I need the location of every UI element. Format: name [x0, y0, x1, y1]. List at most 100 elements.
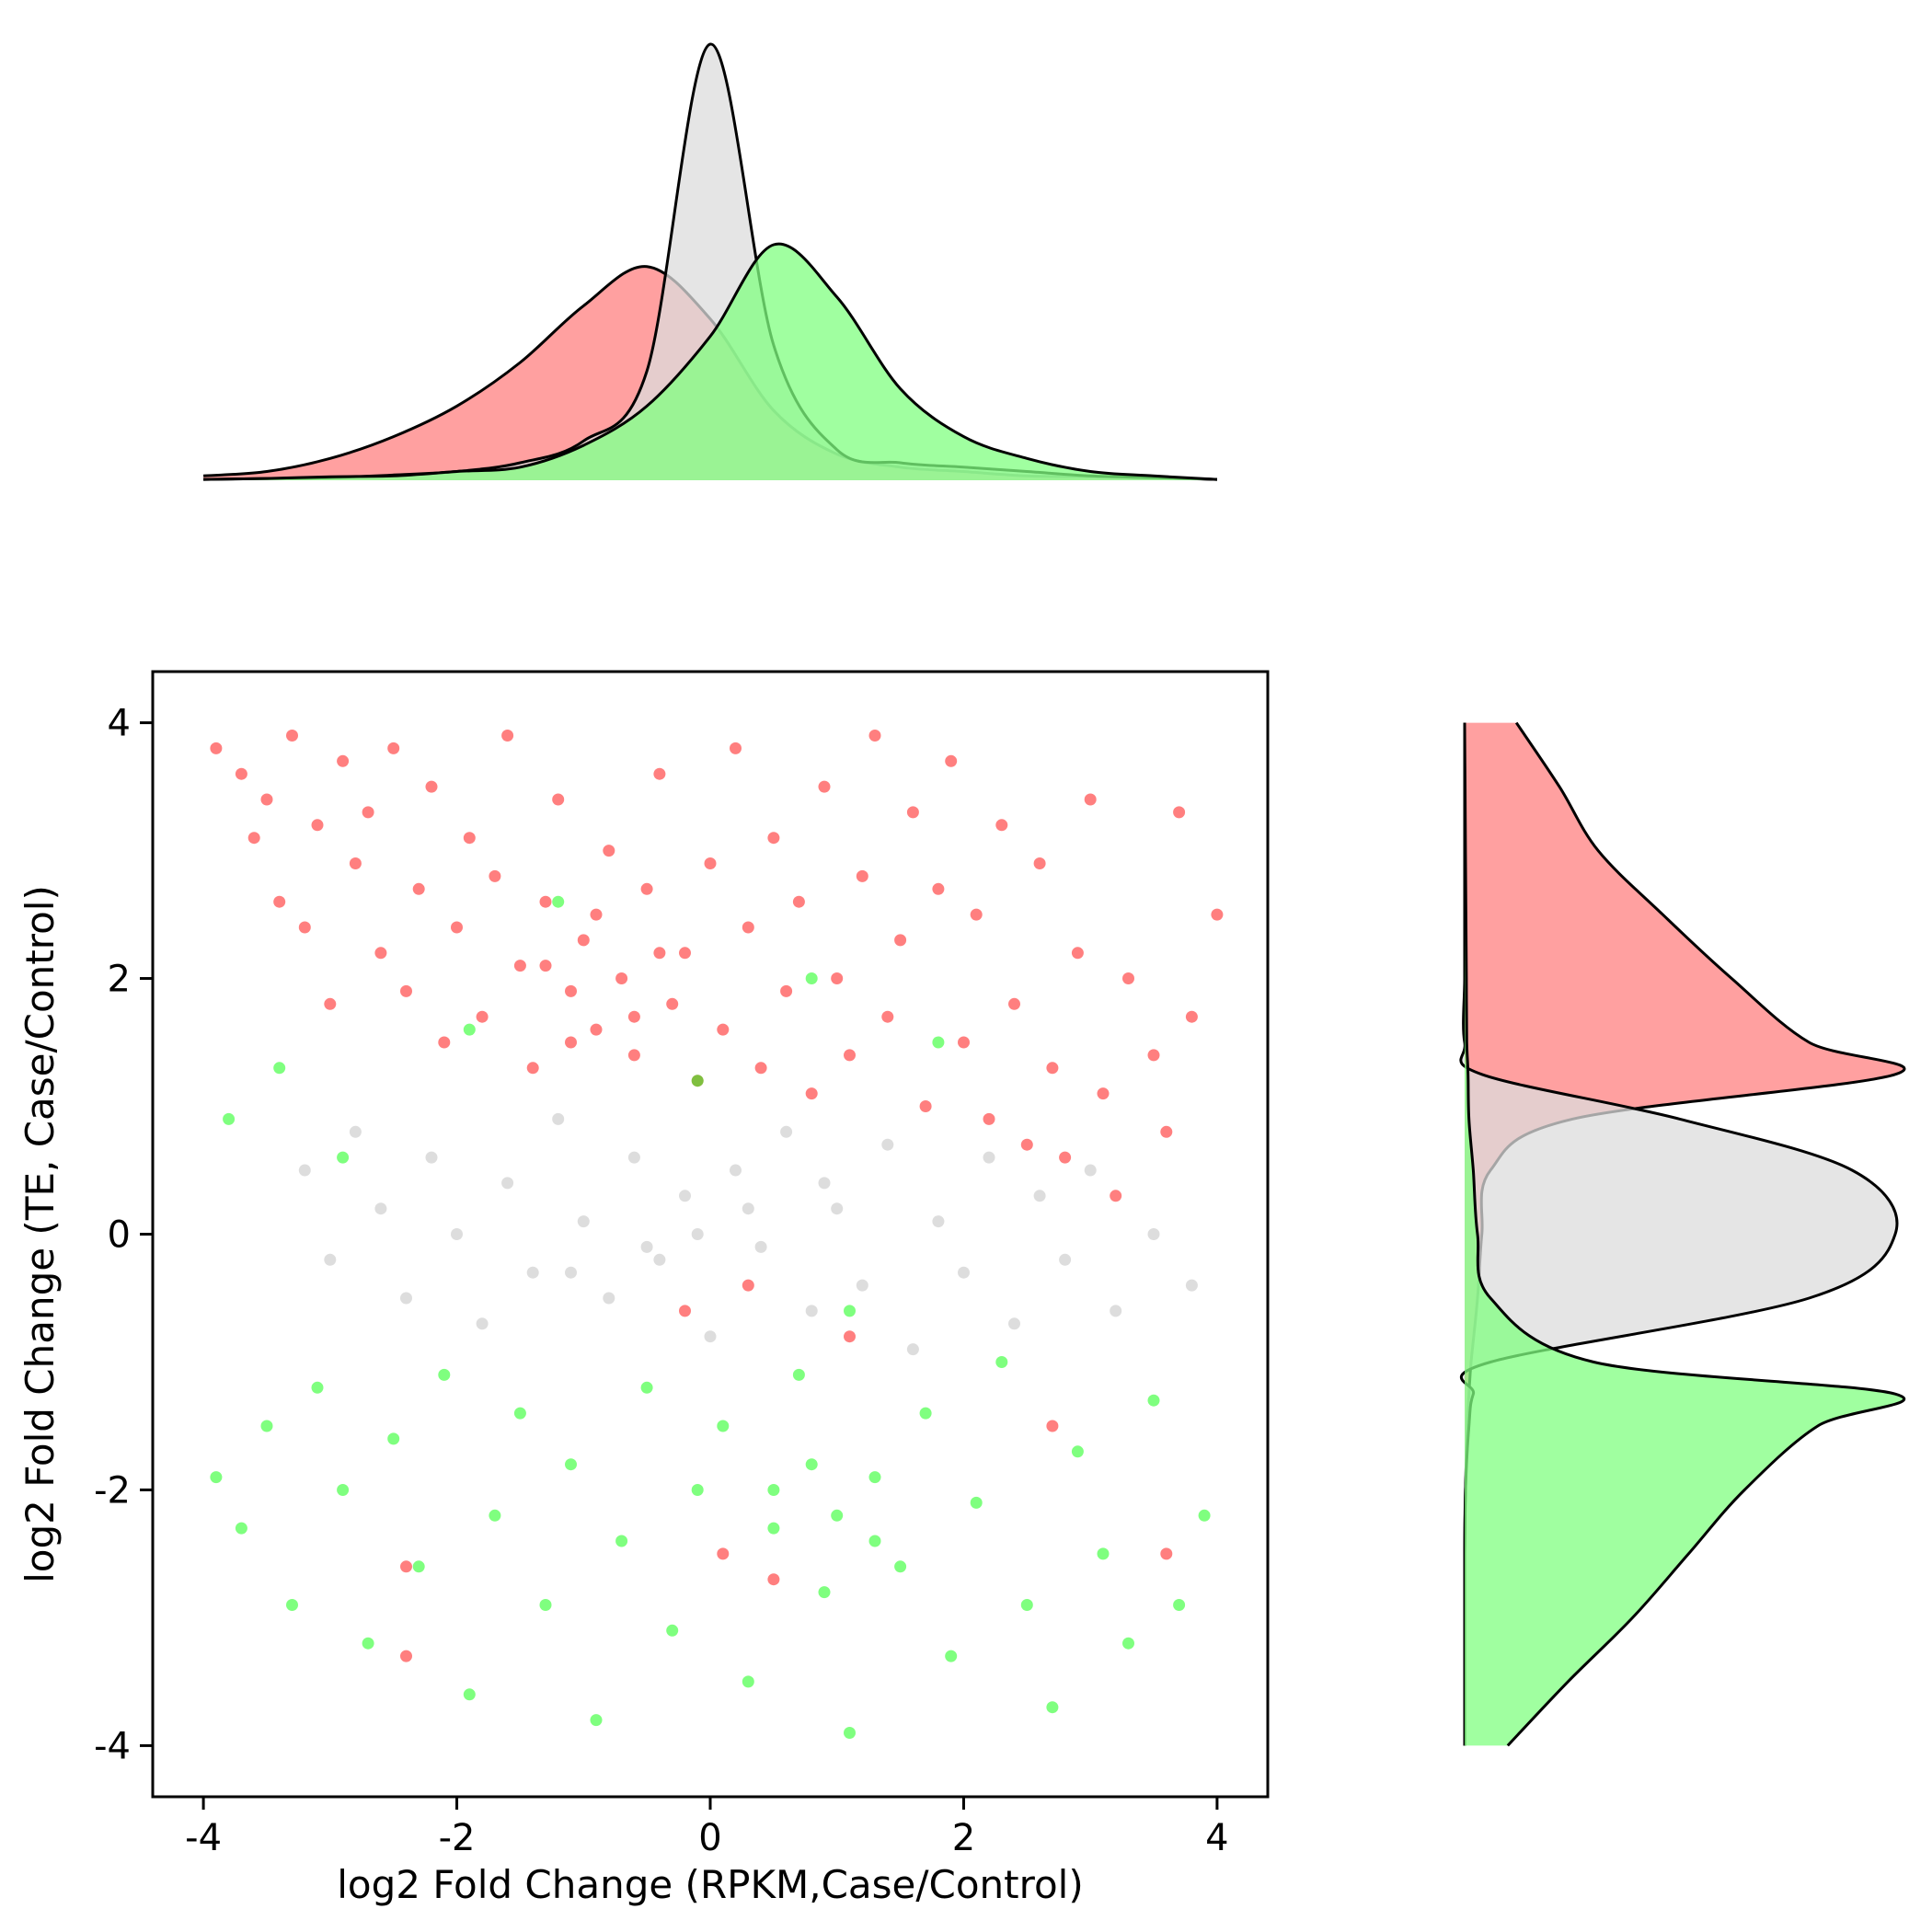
scatter-point: [844, 1049, 856, 1062]
scatter-point: [1160, 1125, 1173, 1138]
density-line-x-green: [203, 242, 1217, 481]
scatter-point: [780, 984, 793, 997]
scatter-point: [425, 780, 438, 793]
scatter-point: [742, 1279, 754, 1292]
scatter-point: [565, 984, 577, 997]
y-tick-label: -2: [94, 1469, 131, 1512]
scatter-point: [792, 1368, 805, 1381]
scatter-point: [565, 1458, 577, 1471]
scatter-point: [704, 857, 717, 869]
density-fill-y-gray: [1460, 722, 1897, 1746]
scatter-point: [1147, 1394, 1160, 1407]
scatter-point: [919, 1407, 932, 1420]
series-green: [210, 895, 1211, 1739]
scatter-point: [704, 1330, 717, 1343]
scatter-point: [653, 947, 666, 960]
scatter-point: [831, 972, 844, 984]
scatter-point: [513, 1407, 526, 1420]
scatter-point: [235, 767, 247, 780]
scatter-point: [349, 857, 362, 869]
scatter-point: [298, 921, 311, 934]
scatter-point: [1147, 1228, 1160, 1240]
scatter-point: [767, 1573, 780, 1586]
y-tick-label: 0: [108, 1214, 131, 1257]
scatter-point: [1097, 1087, 1110, 1100]
scatter-point: [894, 934, 907, 947]
scatter-point: [679, 1190, 691, 1202]
scatter-point: [400, 1292, 412, 1305]
y-axis-label: log2 Fold Change (TE, Case/Control): [17, 885, 63, 1583]
scatter-point: [818, 1177, 831, 1190]
series-gray: [298, 1112, 1198, 1356]
scatter-point: [742, 921, 754, 934]
scatter-point: [1084, 793, 1097, 806]
scatter-point: [526, 1266, 539, 1279]
scatter-point: [844, 1727, 856, 1739]
x-tick-label: 2: [952, 1817, 975, 1859]
scatter-point: [754, 1240, 767, 1253]
scatter-point: [1008, 997, 1020, 1010]
right-marginal-density-plot: [1459, 721, 1906, 1747]
scatter-point: [653, 1253, 666, 1266]
scatter-point: [489, 1509, 501, 1522]
density-fill-y-green: [1465, 722, 1904, 1746]
scatter-point: [374, 1202, 387, 1215]
scatter-point: [717, 1023, 730, 1036]
scatter-point: [223, 1112, 236, 1125]
scatter-point: [844, 1330, 856, 1343]
scatter-point: [476, 1010, 489, 1023]
scatter-point: [324, 1253, 337, 1266]
scatter-point: [995, 1356, 1008, 1368]
scatter-point: [627, 1151, 640, 1164]
scatter-point: [400, 984, 412, 997]
scatter-point: [260, 793, 273, 806]
scatter-point: [463, 1023, 476, 1036]
scatter-point: [653, 767, 666, 780]
scatter-point: [1110, 1190, 1122, 1202]
scatter-point: [666, 997, 679, 1010]
scatter-point: [362, 806, 374, 819]
scatter-point: [311, 1381, 324, 1394]
scatter-points: [210, 730, 1224, 1739]
scatter-point: [501, 1177, 514, 1190]
scatter-point: [1046, 1701, 1059, 1714]
scatter-point: [640, 1240, 653, 1253]
scatter-point: [691, 1228, 704, 1240]
scatter-point: [400, 1560, 412, 1573]
scatter-point: [273, 895, 286, 908]
scatter-point: [412, 1560, 425, 1573]
plot-area: [153, 672, 1268, 1797]
y-tick-label: 2: [108, 959, 131, 1001]
scatter-point: [730, 742, 742, 754]
scatter-point: [603, 845, 615, 857]
y-tick-label: -4: [94, 1725, 131, 1767]
x-axis-label: log2 Fold Change (RPKM,Case/Control): [337, 1862, 1083, 1907]
scatter-point: [1059, 1253, 1072, 1266]
scatter-point: [856, 1279, 868, 1292]
scatter-point: [577, 934, 590, 947]
scatter-point: [691, 1075, 704, 1087]
scatter-point: [831, 1509, 844, 1522]
scatter-point: [552, 793, 565, 806]
scatter-point: [387, 742, 400, 754]
scatter-point: [1033, 857, 1046, 869]
scatter-point: [805, 1305, 818, 1317]
scatter-point: [476, 1317, 489, 1330]
scatter-point: [438, 1036, 451, 1049]
scatter-point: [717, 1547, 730, 1560]
scatter-point: [539, 895, 552, 908]
scatter-point: [932, 1215, 945, 1228]
scatter-point: [805, 1458, 818, 1471]
scatter-point: [868, 1535, 881, 1547]
scatter-point: [666, 1624, 679, 1637]
scatter-point: [792, 895, 805, 908]
scatter-point: [945, 754, 958, 767]
scatter-point: [463, 832, 476, 845]
scatter-point: [958, 1036, 970, 1049]
scatter-point: [1185, 1010, 1198, 1023]
scatter-point: [298, 1164, 311, 1177]
x-tick-label: 4: [1205, 1817, 1228, 1859]
scatter-point: [995, 819, 1008, 832]
scatter-point: [210, 1471, 223, 1484]
